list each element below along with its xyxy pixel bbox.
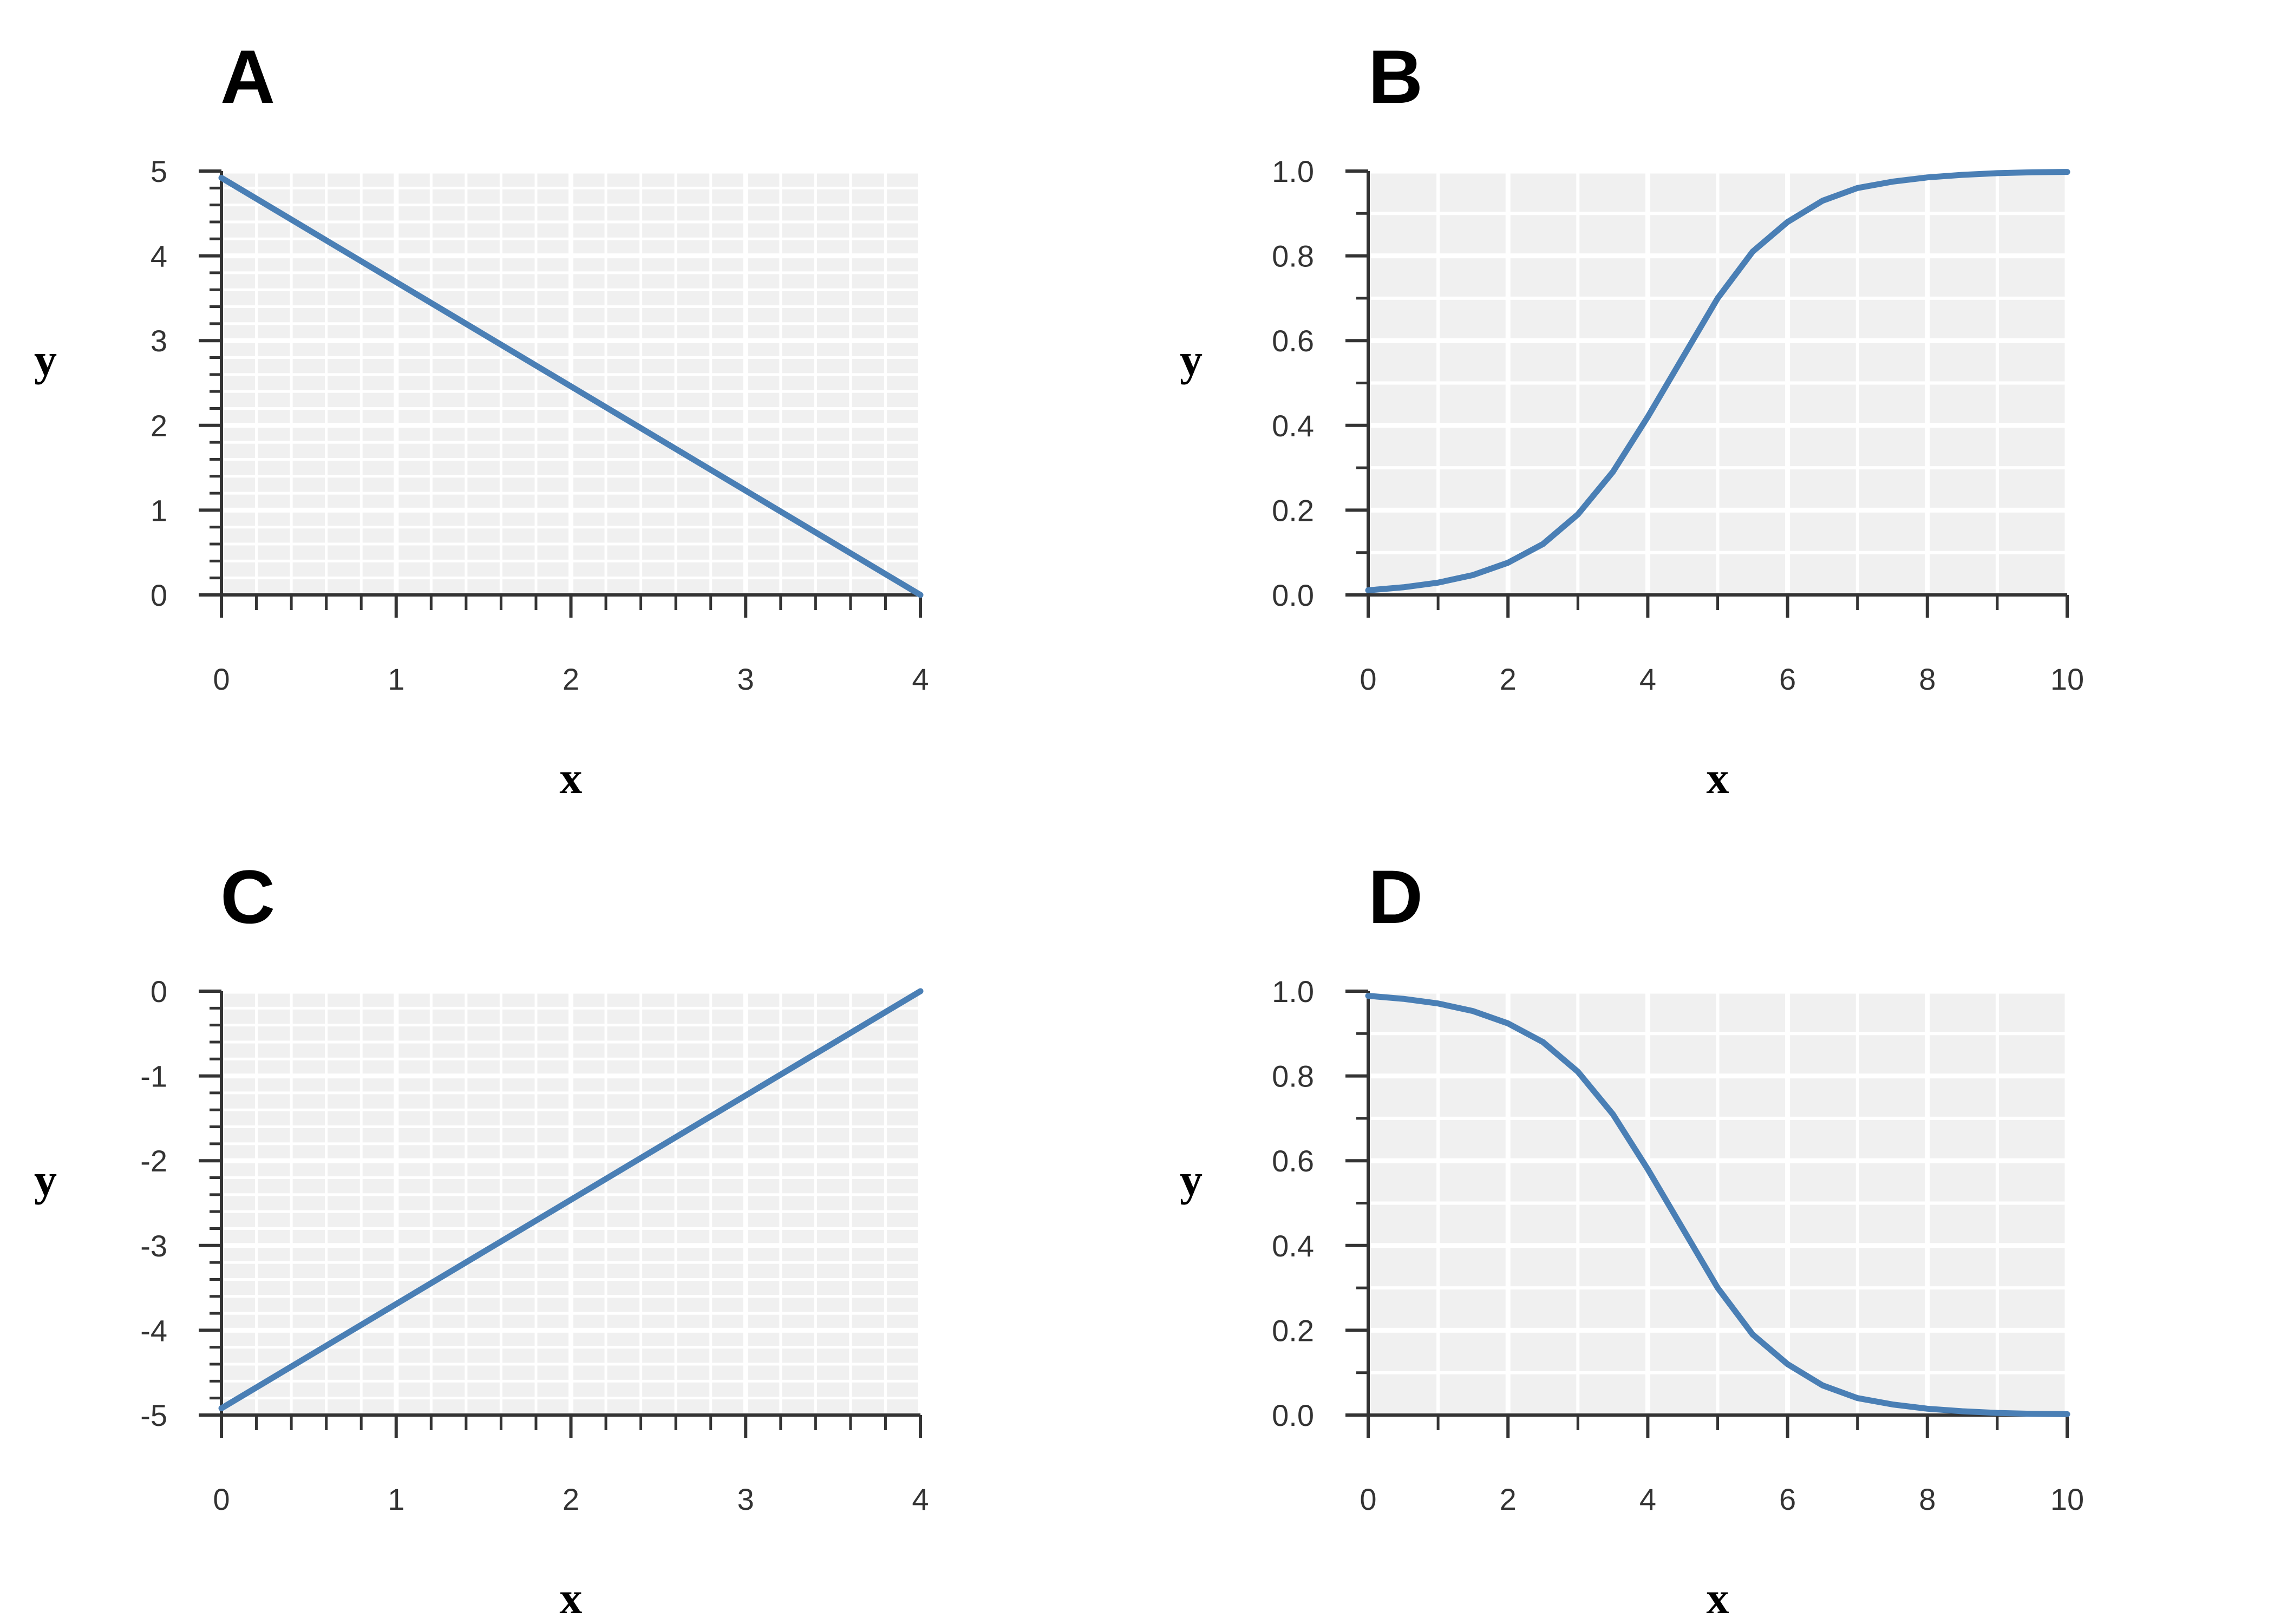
x-axis-title: x: [560, 753, 583, 803]
y-tick-label: 0: [151, 578, 167, 612]
y-tick-label: -2: [140, 1144, 167, 1178]
x-tick-label: 8: [1919, 1482, 1936, 1516]
y-tick-label: 0.0: [1272, 1398, 1314, 1432]
x-tick-label: 1: [388, 662, 404, 696]
x-tick-label: 6: [1779, 1482, 1796, 1516]
x-tick-label: 1: [388, 1482, 404, 1516]
y-tick-label: 0.8: [1272, 239, 1314, 273]
y-tick-label: -3: [140, 1229, 167, 1263]
x-axis-title: x: [1707, 753, 1729, 803]
y-tick-label: 2: [151, 409, 167, 443]
y-axis-title: y: [1180, 1155, 1203, 1206]
x-tick-label: 4: [912, 1482, 929, 1516]
y-tick-label: 0.2: [1272, 493, 1314, 527]
y-tick-label: 0.4: [1272, 1229, 1314, 1263]
panel-label: C: [220, 854, 275, 939]
series-line: [1365, 169, 2070, 593]
x-axis-title: x: [1707, 1573, 1729, 1623]
x-tick-label: 3: [737, 1482, 754, 1516]
y-tick-label: 3: [151, 324, 167, 358]
x-tick-label: 2: [1500, 662, 1517, 696]
y-tick-label: 0.6: [1272, 1144, 1314, 1178]
y-tick-label: -4: [140, 1313, 167, 1347]
x-tick-label: 2: [1500, 1482, 1517, 1516]
x-tick-label: 3: [737, 662, 754, 696]
y-tick-label: 0.6: [1272, 324, 1314, 358]
y-tick-label: -5: [140, 1398, 167, 1432]
series-line: [1365, 993, 2070, 1417]
y-tick-label: 0: [151, 974, 167, 1009]
panel-c: 0 1 2 3 4 -5 -4 -3 -2 -1 0 Cy x: [34, 854, 929, 1623]
y-tick-label: 4: [151, 239, 167, 273]
x-axis-title: x: [560, 1573, 583, 1623]
x-tick-label: 10: [2050, 1482, 2084, 1516]
panel-b: 0 2 4 6 8 10 0.0 0.2 0.4 0.6 0.8 1.0 By x: [1180, 34, 2084, 803]
x-tick-label: 4: [1639, 662, 1656, 696]
y-axis-title: y: [34, 335, 57, 385]
panel-d: 0 2 4 6 8 10 0.0 0.2 0.4 0.6 0.8 1.0 Dy x: [1180, 854, 2084, 1623]
series-line: [218, 988, 924, 1411]
y-axis-title: y: [1180, 335, 1203, 385]
x-tick-label: 0: [1360, 1482, 1376, 1516]
x-tick-label: 10: [2050, 662, 2084, 696]
y-tick-label: 0.2: [1272, 1313, 1314, 1347]
x-tick-label: 2: [563, 662, 579, 696]
x-tick-label: 0: [213, 1482, 230, 1516]
y-tick-label: 1.0: [1272, 974, 1314, 1009]
panel-label: B: [1368, 34, 1423, 119]
x-tick-label: 2: [563, 1482, 579, 1516]
y-tick-label: -1: [140, 1059, 167, 1093]
x-tick-label: 8: [1919, 662, 1936, 696]
x-tick-label: 6: [1779, 662, 1796, 696]
series-line: [218, 175, 924, 598]
panel-label: D: [1368, 854, 1423, 939]
y-tick-label: 0.8: [1272, 1059, 1314, 1093]
x-tick-label: 4: [1639, 1482, 1656, 1516]
x-tick-label: 4: [912, 662, 929, 696]
y-tick-label: 0.0: [1272, 578, 1314, 612]
y-axis-title: y: [34, 1155, 57, 1206]
y-tick-label: 1.0: [1272, 154, 1314, 188]
panel-label: A: [220, 34, 275, 119]
panel-a: 0 1 2 3 4 0 1 2 3 4 5 Ay x: [34, 34, 929, 803]
y-tick-label: 5: [151, 154, 167, 188]
x-tick-label: 0: [213, 662, 230, 696]
y-tick-label: 1: [151, 493, 167, 527]
y-tick-label: 0.4: [1272, 409, 1314, 443]
x-tick-label: 0: [1360, 662, 1376, 696]
